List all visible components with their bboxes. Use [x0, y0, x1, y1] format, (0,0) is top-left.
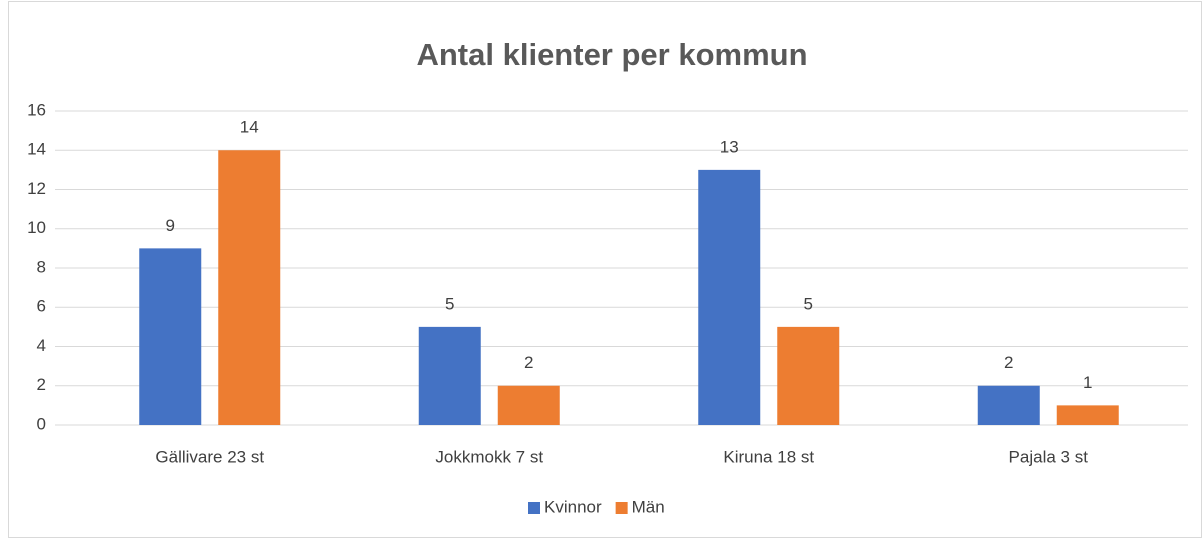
legend-swatch: [528, 502, 540, 514]
data-label: 2: [1004, 353, 1013, 372]
x-tick-label: Pajala 3 st: [1009, 447, 1089, 466]
x-tick-label: Jokkmokk 7 st: [435, 447, 543, 466]
bar: [418, 326, 481, 425]
bar: [1056, 405, 1119, 425]
data-label: 5: [804, 294, 813, 313]
y-tick-label: 2: [37, 375, 46, 394]
x-tick-label: Kiruna 18 st: [723, 447, 814, 466]
bar: [777, 326, 840, 425]
y-tick-label: 4: [37, 336, 46, 355]
data-label: 9: [166, 216, 175, 235]
y-tick-label: 6: [37, 297, 46, 316]
data-label: 5: [445, 294, 454, 313]
data-label: 2: [524, 353, 533, 372]
y-tick-label: 10: [27, 218, 46, 237]
legend-swatch: [615, 502, 628, 514]
data-label: 1: [1083, 373, 1092, 392]
y-tick-label: 0: [37, 414, 46, 433]
bar: [218, 150, 281, 425]
legend-label: Män: [632, 497, 665, 516]
bar: [698, 169, 761, 425]
data-label: 14: [240, 118, 259, 137]
chart-frame: [8, 1, 1202, 538]
y-tick-label: 16: [27, 100, 46, 119]
chart-title: Antal klienter per kommun: [416, 37, 807, 72]
bar: [139, 248, 202, 425]
x-tick-label: Gällivare 23 st: [155, 447, 264, 466]
y-tick-label: 8: [37, 257, 46, 276]
data-label: 13: [720, 137, 739, 156]
legend-label: Kvinnor: [544, 497, 602, 516]
y-tick-label: 12: [27, 179, 46, 198]
y-tick-label: 14: [27, 140, 46, 159]
bar: [977, 385, 1040, 425]
bar: [497, 385, 560, 425]
